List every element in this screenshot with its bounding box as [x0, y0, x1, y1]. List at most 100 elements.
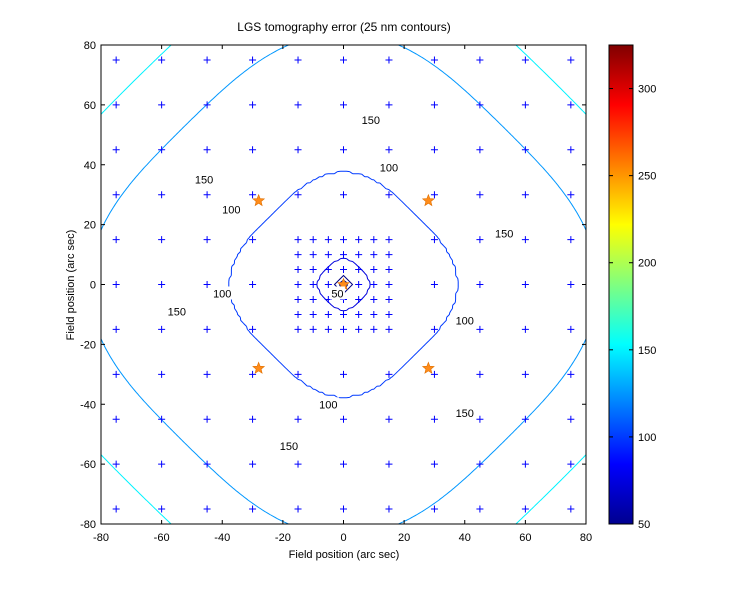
sample-point-marker [370, 295, 378, 303]
sample-point-marker [158, 370, 166, 378]
sample-point-marker [521, 191, 529, 199]
sample-point-marker [476, 415, 484, 423]
colorbar-ticks: 50 100 150 200 250 300 [609, 84, 656, 531]
sample-point-marker [521, 505, 529, 513]
sample-point-marker [112, 325, 120, 333]
sample-markers [112, 56, 575, 513]
sample-point-marker [309, 236, 317, 244]
contour-label-background [378, 160, 400, 174]
sample-point-marker [430, 191, 438, 199]
sample-point-marker [158, 325, 166, 333]
sample-point-marker [309, 325, 317, 333]
colorbar-tick-label: 200 [638, 258, 656, 270]
sample-point-marker [355, 266, 363, 274]
sample-point-marker [294, 101, 302, 109]
sample-point-marker [385, 236, 393, 244]
x-tick-label: -60 [154, 532, 170, 544]
sample-point-marker [294, 415, 302, 423]
sample-point-marker [385, 251, 393, 259]
x-axis-label: Field position (arc sec) [289, 549, 400, 561]
sample-point-marker [340, 56, 347, 64]
sample-point-marker [324, 251, 332, 259]
sample-point-marker [112, 101, 120, 109]
sample-point-marker [158, 460, 166, 468]
contour-label-background [220, 202, 243, 216]
y-axis-label: Field position (arc sec) [65, 230, 77, 341]
y-tick-label: 20 [84, 220, 96, 232]
sample-point-marker [112, 146, 120, 154]
x-tick-label: 40 [459, 532, 471, 544]
sample-point-marker [385, 266, 393, 274]
sample-point-marker [249, 146, 257, 154]
sample-point-marker [476, 101, 484, 109]
sample-point-marker [567, 325, 575, 333]
sample-point-marker [203, 56, 211, 64]
contour-level-100 [228, 170, 459, 399]
sample-point-marker [324, 236, 332, 244]
sample-point-marker [385, 505, 393, 513]
sample-point-marker [521, 56, 529, 64]
y-tick-label: 40 [84, 160, 96, 172]
y-tick-label: -80 [80, 519, 96, 531]
sample-point-marker [385, 325, 393, 333]
sample-point-marker [203, 505, 211, 513]
y-axis-ticks: -80 -60 -40 -20 0 20 40 60 80 [80, 40, 586, 531]
contour-label: 150 [280, 441, 298, 453]
sample-point-marker [324, 310, 332, 318]
sample-point-marker [249, 101, 257, 109]
sample-point-marker [249, 505, 257, 513]
sample-point-marker [340, 505, 347, 513]
sample-point-marker [476, 325, 484, 333]
x-tick-label: 60 [519, 532, 531, 544]
sample-point-marker [158, 146, 166, 154]
contour-label-background [193, 172, 215, 186]
contour-label: 150 [495, 229, 513, 241]
sample-point-marker [385, 56, 393, 64]
sample-point-marker [567, 505, 575, 513]
sample-point-marker [340, 325, 347, 333]
contour-label-background [317, 397, 340, 411]
sample-point-marker [567, 191, 575, 199]
sample-point-marker [521, 460, 529, 468]
y-tick-label: -20 [80, 339, 96, 351]
sample-point-marker [158, 281, 166, 288]
sample-point-marker [340, 460, 347, 468]
sample-point-marker [567, 460, 575, 468]
sample-point-marker [567, 415, 575, 423]
sample-point-marker [567, 146, 575, 154]
contour-level-150 [101, 45, 586, 524]
sample-point-marker [249, 236, 257, 244]
sample-point-marker [203, 281, 211, 288]
sample-point-marker [370, 281, 378, 288]
contour-label-background [454, 406, 476, 420]
contour-label: 100 [380, 163, 398, 175]
sample-point-marker [430, 281, 438, 288]
sample-point-marker [355, 251, 363, 259]
sample-point-marker [370, 236, 378, 244]
sample-point-marker [112, 56, 120, 64]
sample-point-marker [385, 281, 393, 288]
sample-point-marker [340, 266, 347, 274]
sample-point-marker [203, 325, 211, 333]
x-tick-label: -80 [93, 532, 109, 544]
contour-label: 100 [222, 205, 240, 217]
sample-point-marker [112, 415, 120, 423]
guide-star [421, 193, 435, 207]
sample-point-marker [567, 56, 575, 64]
contour-label-background [360, 112, 382, 126]
sample-point-marker [385, 460, 393, 468]
contour-label-background [278, 439, 300, 453]
sample-point-marker [370, 310, 378, 318]
sample-point-marker [476, 370, 484, 378]
guide-star [252, 361, 266, 374]
sample-point-marker [340, 146, 347, 154]
sample-point-marker [158, 236, 166, 244]
colorbar [608, 44, 634, 525]
sample-point-marker [355, 325, 363, 333]
sample-point-marker [294, 56, 302, 64]
sample-point-marker [340, 415, 347, 423]
x-axis-ticks: -80 -60 -40 -20 0 20 40 60 80 [93, 45, 592, 544]
sample-point-marker [249, 56, 257, 64]
sample-point-marker [430, 460, 438, 468]
sample-point-marker [203, 370, 211, 378]
